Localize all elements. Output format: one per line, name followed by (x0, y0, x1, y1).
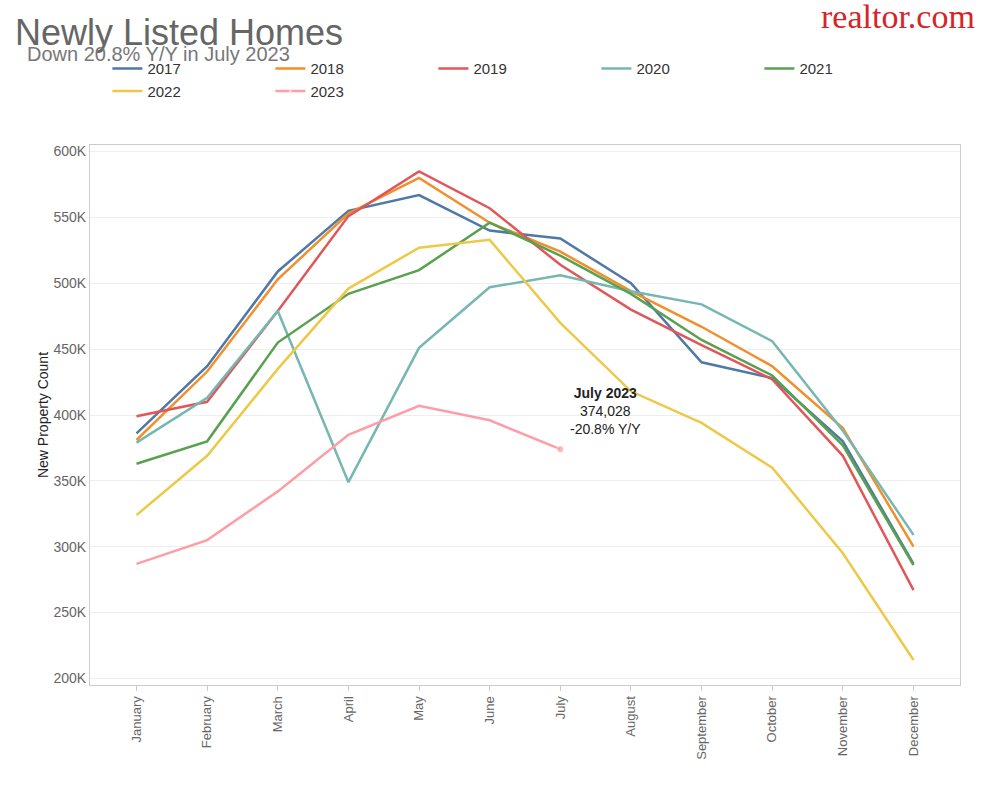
svg-text:2023: 2023 (310, 83, 343, 100)
svg-text:July: July (553, 696, 568, 720)
svg-text:450K: 450K (53, 341, 86, 357)
svg-text:January: January (129, 696, 144, 743)
svg-text:March: March (270, 696, 285, 732)
svg-text:2021: 2021 (799, 60, 832, 77)
svg-text:August: August (623, 696, 638, 737)
svg-text:April: April (341, 696, 356, 722)
svg-text:June: June (482, 696, 497, 724)
svg-text:500K: 500K (53, 275, 86, 291)
svg-text:2022: 2022 (147, 83, 180, 100)
svg-text:2018: 2018 (310, 60, 343, 77)
svg-text:600K: 600K (53, 143, 86, 159)
svg-text:November: November (835, 696, 850, 757)
svg-text:550K: 550K (53, 209, 86, 225)
svg-text:200K: 200K (53, 670, 86, 686)
svg-text:October: October (764, 696, 779, 743)
svg-text:Down 20.8% Y/Y in July 2023: Down 20.8% Y/Y in July 2023 (27, 43, 290, 65)
svg-text:300K: 300K (53, 539, 86, 555)
svg-text:400K: 400K (53, 407, 86, 423)
svg-text:2019: 2019 (473, 60, 506, 77)
svg-text:2020: 2020 (636, 60, 669, 77)
svg-text:May: May (411, 696, 426, 721)
svg-text:350K: 350K (53, 473, 86, 489)
svg-text:New Property Count: New Property Count (35, 352, 51, 478)
svg-text:July 2023374,028-20.8% Y/Y: July 2023374,028-20.8% Y/Y (570, 385, 641, 437)
svg-text:250K: 250K (53, 604, 86, 620)
svg-text:Newly Listed Homes: Newly Listed Homes (15, 12, 343, 53)
svg-text:realtor.com: realtor.com (821, 0, 975, 35)
svg-text:February: February (199, 696, 214, 749)
svg-text:December: December (906, 696, 921, 757)
svg-text:2017: 2017 (147, 60, 180, 77)
svg-text:September: September (694, 696, 709, 760)
